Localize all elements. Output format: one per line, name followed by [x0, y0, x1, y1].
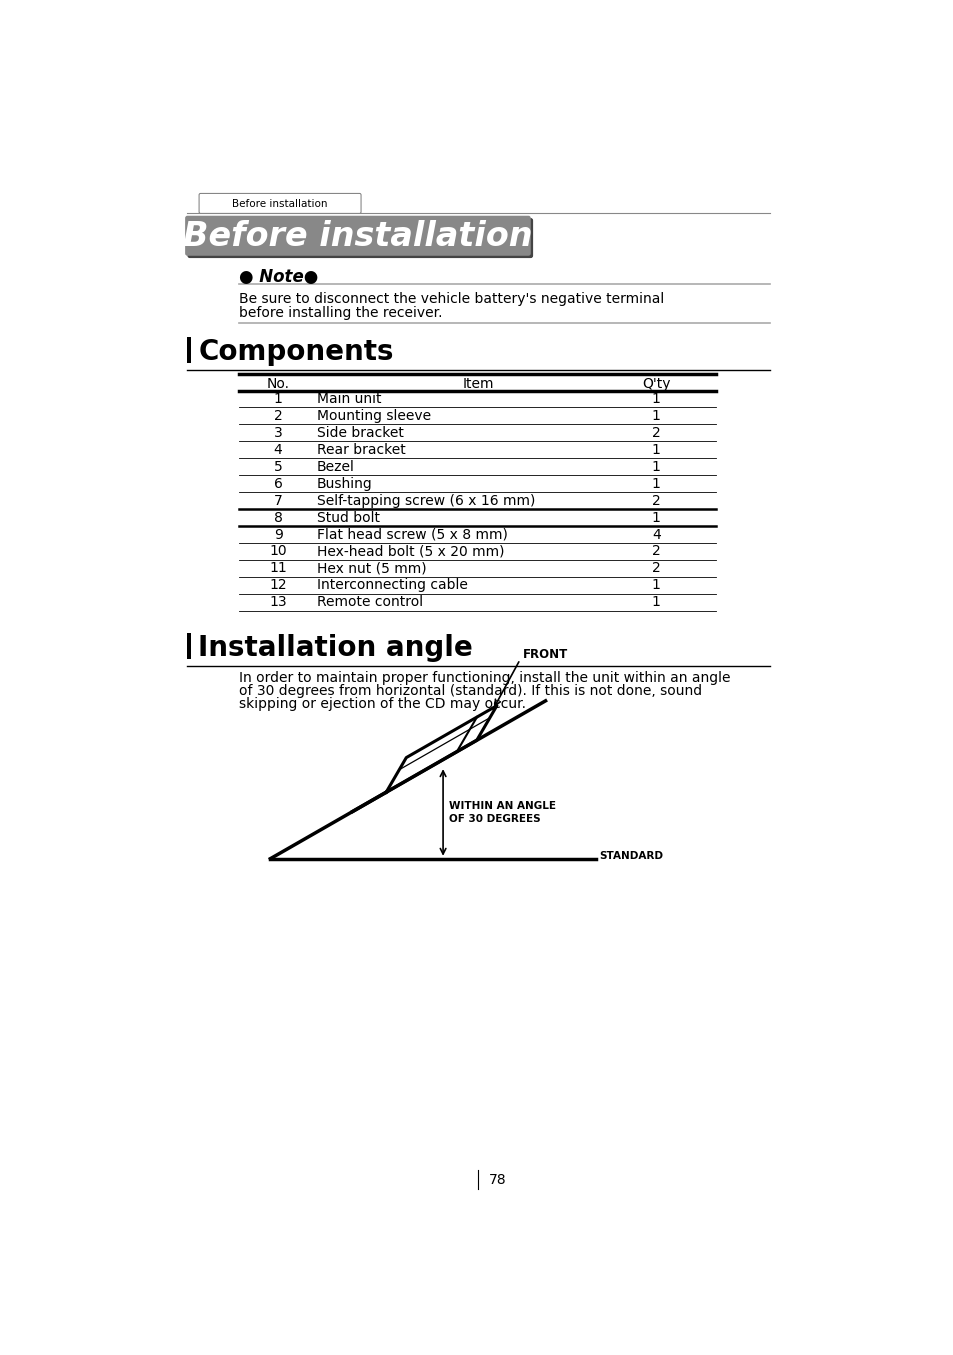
- Text: Installation angle: Installation angle: [198, 634, 473, 663]
- Text: Q'ty: Q'ty: [641, 377, 670, 390]
- Text: Bushing: Bushing: [316, 477, 373, 491]
- Text: 8: 8: [274, 511, 282, 524]
- Text: Bezel: Bezel: [316, 459, 355, 474]
- Bar: [187, 336, 192, 363]
- Text: skipping or ejection of the CD may occur.: skipping or ejection of the CD may occur…: [239, 696, 526, 711]
- Text: Components: Components: [198, 337, 394, 366]
- Text: OF 30 DEGREES: OF 30 DEGREES: [449, 813, 540, 824]
- Text: 1: 1: [651, 392, 660, 406]
- Text: STANDARD: STANDARD: [599, 851, 663, 860]
- Text: 1: 1: [651, 443, 660, 457]
- Text: Rear bracket: Rear bracket: [316, 443, 405, 457]
- Text: Mounting sleeve: Mounting sleeve: [316, 409, 431, 423]
- Text: 2: 2: [651, 545, 660, 558]
- Text: 7: 7: [274, 493, 282, 508]
- Text: 1: 1: [651, 477, 660, 491]
- Text: No.: No.: [266, 377, 290, 390]
- Text: 2: 2: [651, 425, 660, 440]
- Text: 9: 9: [274, 527, 282, 542]
- Text: 1: 1: [651, 579, 660, 592]
- Text: 2: 2: [651, 561, 660, 576]
- Text: before installing the receiver.: before installing the receiver.: [239, 306, 442, 320]
- FancyBboxPatch shape: [199, 194, 360, 214]
- Text: ● Note●: ● Note●: [239, 267, 318, 286]
- Bar: [187, 633, 192, 660]
- Text: Hex-head bolt (5 x 20 mm): Hex-head bolt (5 x 20 mm): [316, 545, 504, 558]
- Text: Main unit: Main unit: [316, 392, 381, 406]
- Text: 11: 11: [269, 561, 287, 576]
- Text: Flat head screw (5 x 8 mm): Flat head screw (5 x 8 mm): [316, 527, 507, 542]
- Text: 13: 13: [269, 595, 287, 610]
- Text: 1: 1: [274, 392, 282, 406]
- Text: Item: Item: [462, 377, 494, 390]
- FancyBboxPatch shape: [185, 215, 530, 256]
- Text: of 30 degrees from horizontal (standard). If this is not done, sound: of 30 degrees from horizontal (standard)…: [239, 684, 701, 698]
- Text: Interconnecting cable: Interconnecting cable: [316, 579, 467, 592]
- Text: 1: 1: [651, 595, 660, 610]
- Text: 78: 78: [488, 1173, 506, 1187]
- Text: 1: 1: [651, 459, 660, 474]
- Text: Side bracket: Side bracket: [316, 425, 403, 440]
- Text: 1: 1: [651, 511, 660, 524]
- Text: 6: 6: [274, 477, 282, 491]
- Text: In order to maintain proper functioning, install the unit within an angle: In order to maintain proper functioning,…: [239, 671, 730, 684]
- Text: Stud bolt: Stud bolt: [316, 511, 379, 524]
- Text: 1: 1: [651, 409, 660, 423]
- Text: 4: 4: [274, 443, 282, 457]
- Text: 2: 2: [274, 409, 282, 423]
- Text: Hex nut (5 mm): Hex nut (5 mm): [316, 561, 426, 576]
- Text: 4: 4: [651, 527, 660, 542]
- Text: Before installation: Before installation: [233, 199, 328, 209]
- Text: 10: 10: [269, 545, 287, 558]
- Text: Remote control: Remote control: [316, 595, 422, 610]
- Text: Self-tapping screw (6 x 16 mm): Self-tapping screw (6 x 16 mm): [316, 493, 535, 508]
- Text: FRONT: FRONT: [522, 648, 567, 661]
- Text: 3: 3: [274, 425, 282, 440]
- Text: 2: 2: [651, 493, 660, 508]
- Text: Before installation: Before installation: [183, 220, 532, 253]
- Text: Be sure to disconnect the vehicle battery's negative terminal: Be sure to disconnect the vehicle batter…: [239, 291, 664, 306]
- Text: WITHIN AN ANGLE: WITHIN AN ANGLE: [449, 801, 556, 812]
- Text: 5: 5: [274, 459, 282, 474]
- Text: 12: 12: [269, 579, 287, 592]
- FancyBboxPatch shape: [187, 218, 533, 257]
